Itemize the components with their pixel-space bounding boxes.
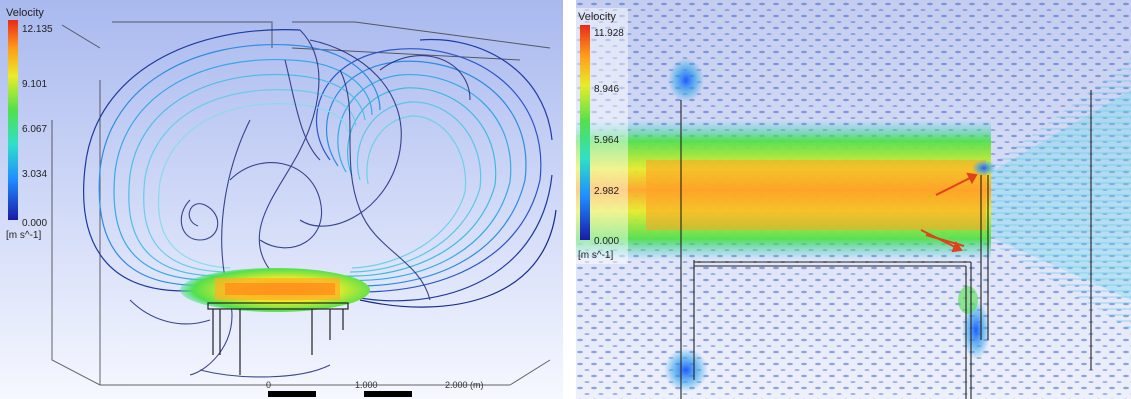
velocity-legend: Velocity 11.928 8.946 5.964 2.982 0.000 … [576, 8, 628, 264]
jet-core [180, 268, 370, 312]
legend-tick-4: 2.982 [594, 186, 619, 197]
vortex-blobs [664, 58, 996, 392]
scale-label-1: 1.000 [355, 380, 378, 390]
legend-tick-4: 3.034 [22, 169, 47, 180]
velocity-legend: Velocity 12.135 9.101 6.067 3.034 0.000 … [6, 7, 53, 241]
scale-label-2: 2.000 (m) [445, 380, 484, 390]
scale-label-0: 0 [266, 380, 271, 390]
legend-tick-2: 9.101 [22, 79, 47, 90]
legend-tick-min: 0.000 [22, 218, 47, 229]
streamline-view: Velocity 12.135 9.101 6.067 3.034 0.000 … [0, 0, 563, 399]
legend-tick-3: 5.964 [594, 135, 619, 146]
legend-tick-min: 0.000 [594, 236, 619, 247]
scale-bar: 0 1.000 2.000 (m) [266, 380, 484, 397]
legend-tick-max: 11.928 [594, 28, 624, 39]
legend-tick-2: 8.946 [594, 84, 619, 95]
legend-tick-3: 6.067 [22, 124, 47, 135]
streamlines-left-ring [83, 29, 381, 292]
streamlines-inner-tangle [129, 29, 471, 378]
colorbar [580, 25, 590, 240]
streamline-plot: Velocity 12.135 9.101 6.067 3.034 0.000 … [0, 0, 563, 399]
legend-unit: [m s^-1] [6, 230, 41, 241]
vector-view: Velocity 11.928 8.946 5.964 2.982 0.000 … [576, 0, 1131, 399]
jet-core [576, 120, 991, 260]
peak-vectors [920, 172, 978, 253]
vector-plot: Velocity 11.928 8.946 5.964 2.982 0.000 … [576, 0, 1131, 399]
legend-unit: [m s^-1] [578, 250, 613, 261]
legend-tick-max: 12.135 [22, 24, 53, 35]
domain-box [51, 21, 551, 386]
jet-spread [986, 60, 1131, 330]
table-obstacle [207, 302, 349, 375]
colorbar [8, 20, 18, 220]
legend-title: Velocity [6, 7, 44, 19]
geometry-lines [680, 90, 1092, 399]
legend-title: Velocity [578, 11, 616, 23]
